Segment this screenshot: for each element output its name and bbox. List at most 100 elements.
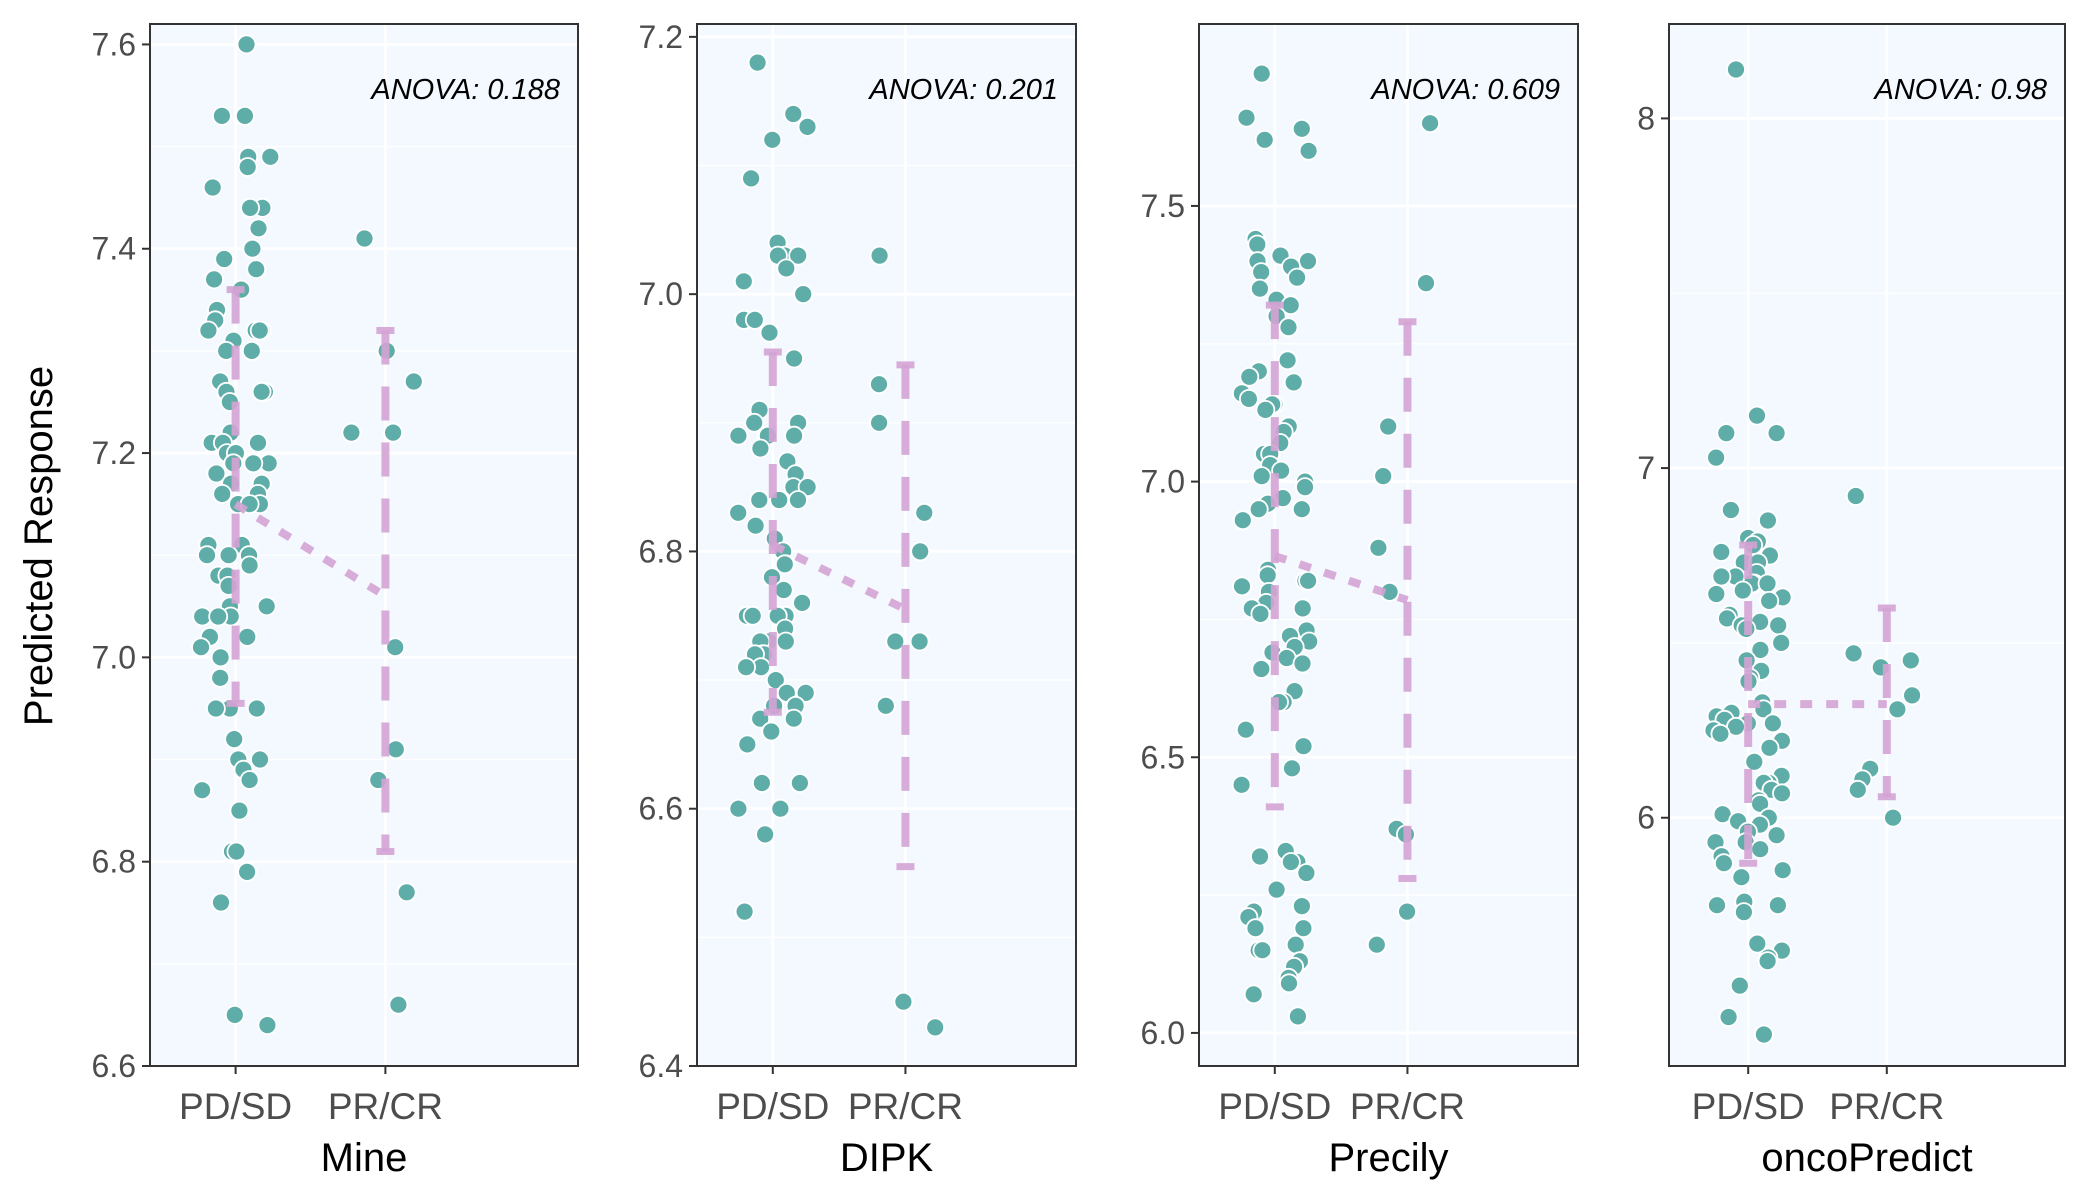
y-axis-title: Predicted Response [17,366,61,726]
data-point [770,798,791,819]
x-category-label: PR/CR [848,1086,963,1127]
data-point [1373,466,1394,487]
data-point [1366,934,1387,955]
data-point [750,438,771,459]
data-point [1298,570,1318,591]
data-point [210,667,231,688]
y-tick-label: 6.4 [639,1048,683,1084]
data-point [234,106,255,126]
data-point [1714,853,1734,874]
data-point [385,739,406,760]
data-point [784,348,804,369]
data-point [212,483,233,504]
y-tick-label: 6.5 [1141,739,1185,775]
data-point [728,798,749,819]
data-point [869,412,889,433]
data-point [1232,576,1252,597]
x-category-label: PR/CR [1350,1086,1465,1127]
data-point [251,381,272,402]
data-point [776,258,797,279]
panel-background [1669,24,2065,1066]
data-point [388,994,409,1015]
data-point [1251,63,1272,84]
y-tick-label: 7.0 [92,639,136,675]
data-point [211,892,231,913]
data-point [1257,565,1278,586]
panel-background [1199,24,1578,1066]
data-point [1236,107,1257,128]
data-point [1291,118,1312,139]
data-point [1887,699,1908,720]
y-tick-label: 8 [1637,100,1655,136]
data-point [249,320,270,341]
y-tick-label: 6.6 [639,791,683,827]
data-point [204,269,225,290]
x-axis-title: Precily [1328,1136,1448,1180]
data-point [869,245,890,266]
data-point [1750,793,1770,814]
point-group-0 [1703,59,1793,1045]
data-point [1287,267,1307,288]
data-point [1731,867,1752,888]
panel-precily: 6.0 6.5 7.0 7.5 PD/SD PR/CR Precily ANOVA: 0.60… [1141,23,1579,1180]
y-tick-label: 7.4 [92,231,136,267]
data-point [925,1017,946,1038]
data-point [761,721,782,742]
panel-background [697,24,1076,1066]
data-point [1293,918,1314,939]
y-tick-label: 7.2 [92,435,136,471]
data-point [755,824,775,845]
y-tick-label: 6.8 [92,844,136,880]
data-point [1283,372,1304,393]
anova-annotation: ANOVA: 0.188 [369,74,560,106]
x-category-label: PD/SD [1218,1086,1331,1127]
anova-annotation: ANOVA: 0.201 [867,74,1058,106]
y-tick-label: 6 [1637,800,1655,836]
data-point [909,631,930,652]
data-point [1251,262,1272,283]
data-point [1245,918,1266,939]
data-point [1758,510,1778,531]
point-group-0 [191,34,281,1035]
data-point [1298,140,1319,161]
data-point [403,371,424,392]
y-tick-label: 7.5 [1141,188,1185,224]
data-point [1293,736,1314,757]
data-point [744,412,765,433]
data-point [1707,895,1727,916]
data-point [797,117,818,137]
data-point [1757,951,1778,971]
data-point [250,749,270,770]
data-point [1750,839,1771,860]
data-point [1292,653,1313,674]
data-point [783,708,804,729]
data-point [260,146,281,167]
data-point [248,432,268,453]
data-point [1291,499,1312,520]
y-tick-label: 7.2 [639,19,683,55]
panel-border [149,23,579,1067]
data-point [211,106,232,126]
data-point [218,545,239,566]
data-point [1231,774,1252,795]
x-axis-title: oncoPredict [1761,1136,1972,1180]
data-point [206,463,227,484]
data-point [728,425,749,446]
data-point [1744,751,1765,772]
data-point [1883,807,1903,828]
data-point [742,605,763,626]
anova-annotation: ANOVA: 0.98 [1873,74,2048,106]
data-point [741,168,761,189]
data-point [1248,499,1269,520]
data-point [198,320,219,341]
data-point [1292,896,1312,916]
data-point [1772,783,1792,804]
data-point [224,729,245,749]
data-point [1239,366,1260,387]
x-category-label: PD/SD [716,1086,829,1127]
data-point [885,631,906,652]
data-point [744,309,765,330]
data-point [383,422,404,443]
data-point [734,901,755,922]
x-category-label: PD/SD [1692,1086,1805,1127]
